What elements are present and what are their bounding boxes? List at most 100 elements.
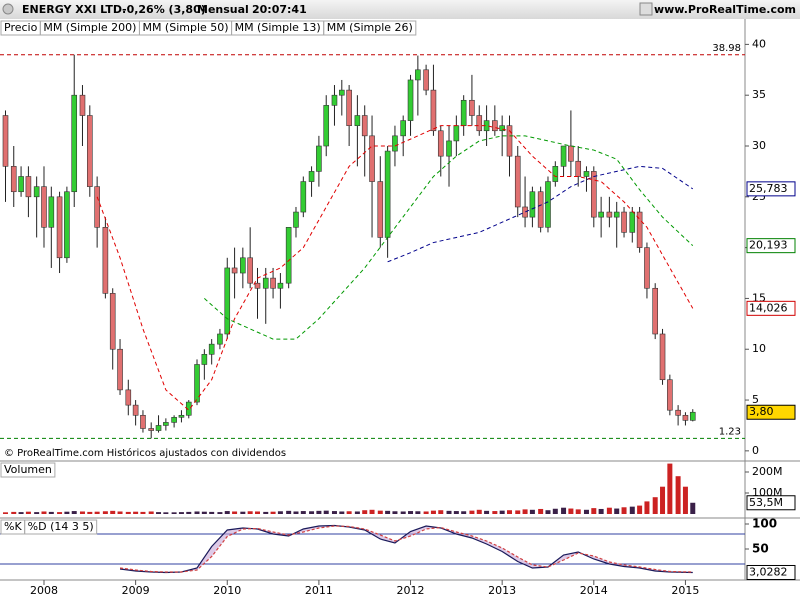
legend-item-box	[24, 519, 98, 535]
x-tick-label: 2013	[488, 584, 516, 597]
legend-item: %D (14 3 5)	[28, 520, 94, 533]
volume-bar	[637, 505, 643, 514]
volume-bar	[48, 511, 54, 514]
y-tick-label: 30	[752, 139, 766, 152]
candle-body	[56, 196, 63, 259]
candle-body	[48, 196, 55, 228]
volume-bar	[598, 508, 604, 514]
candle-body	[629, 211, 636, 233]
volume-bar	[34, 512, 40, 514]
candle-body	[560, 145, 567, 167]
candle-body	[384, 150, 391, 238]
volume-bar	[690, 502, 696, 514]
extreme-label: 1.23	[719, 426, 741, 437]
value-marker-label: 14,026	[749, 301, 788, 314]
volume-bar	[140, 511, 146, 514]
change: -0,26% (3,80)	[122, 3, 206, 16]
y-tick-label: 10	[752, 342, 766, 355]
volume-bar	[110, 510, 116, 514]
volume-bar	[369, 509, 375, 514]
volume-bar	[339, 511, 345, 514]
candle-body	[94, 186, 100, 228]
volume-bar	[18, 512, 24, 514]
candle-body	[537, 191, 544, 228]
candle-body	[217, 333, 223, 345]
moving-average	[387, 165, 694, 263]
y-tick-label: 100	[752, 517, 777, 531]
candle-body	[591, 171, 597, 218]
volume-bar	[57, 512, 63, 514]
volume-bar	[492, 511, 498, 514]
value-marker-label: 3,0282	[749, 565, 788, 578]
candle-body	[300, 181, 307, 213]
y-tick-label: 40	[752, 37, 766, 50]
candle-body	[132, 404, 139, 416]
candle-body	[102, 226, 109, 294]
legend-item: Precio	[4, 21, 38, 34]
volume-bar	[240, 511, 246, 514]
volume-bar	[286, 510, 292, 514]
window-icon[interactable]	[639, 2, 653, 16]
candle-body	[262, 277, 269, 289]
volume-bar	[178, 512, 184, 514]
volume-bar	[270, 511, 276, 514]
kd-fill	[120, 525, 693, 573]
volume-bar	[247, 511, 253, 514]
candle-body	[254, 282, 261, 289]
volume-bar	[499, 510, 505, 514]
value-marker-box	[746, 181, 796, 197]
volume-bar	[682, 486, 688, 514]
candle-body	[140, 414, 146, 429]
volume-bar	[614, 508, 620, 514]
period: Mensual	[197, 3, 249, 16]
volume-bar	[2, 512, 8, 514]
candle-body	[354, 115, 361, 126]
candle-body	[148, 428, 154, 431]
volume-bar	[446, 510, 452, 514]
candle-body	[545, 181, 551, 228]
candle-body	[346, 89, 352, 126]
volume-bar	[362, 510, 368, 514]
volume-bar	[133, 511, 139, 514]
y-tick-label: 0	[752, 444, 759, 457]
volume-bar	[484, 510, 490, 514]
candle-body	[308, 171, 315, 182]
volume-bar	[163, 512, 169, 514]
candle-body	[224, 267, 231, 335]
volume-bar	[346, 511, 352, 514]
candle-body	[377, 181, 384, 238]
y-tick-label: 50	[752, 542, 769, 556]
volume-bar	[102, 511, 108, 514]
value-marker-box	[746, 238, 796, 254]
volume-bar	[25, 511, 31, 514]
candle-body	[492, 120, 498, 132]
value-marker-box	[746, 300, 796, 316]
candle-body	[247, 257, 253, 284]
candle-body	[621, 211, 627, 233]
volume-bar	[94, 511, 100, 514]
candle-body	[613, 211, 620, 218]
site: www.ProRealTime.com	[654, 3, 796, 16]
candle-body	[407, 79, 414, 121]
volume-bar	[583, 509, 589, 514]
candle-body	[285, 226, 292, 284]
candle-body	[460, 99, 467, 126]
panel-title-box	[0, 462, 56, 478]
moving-average	[204, 135, 694, 340]
menu-icon[interactable]	[2, 3, 14, 15]
candle-body	[194, 364, 200, 403]
volume-bar	[71, 511, 77, 514]
volume-bar	[316, 510, 322, 514]
volume-bar	[400, 511, 406, 514]
candle-body	[125, 389, 132, 406]
volume-bar	[87, 511, 93, 514]
time: 20:07:41	[252, 3, 307, 16]
x-tick-label: 2010	[213, 584, 241, 597]
volume-bar	[591, 508, 597, 514]
candle-body	[293, 211, 299, 228]
value-marker-label: 25,783	[749, 182, 788, 195]
legend-item: MM (Simple 13)	[235, 21, 321, 34]
candle-body	[331, 94, 338, 106]
volume-bar	[476, 509, 482, 514]
